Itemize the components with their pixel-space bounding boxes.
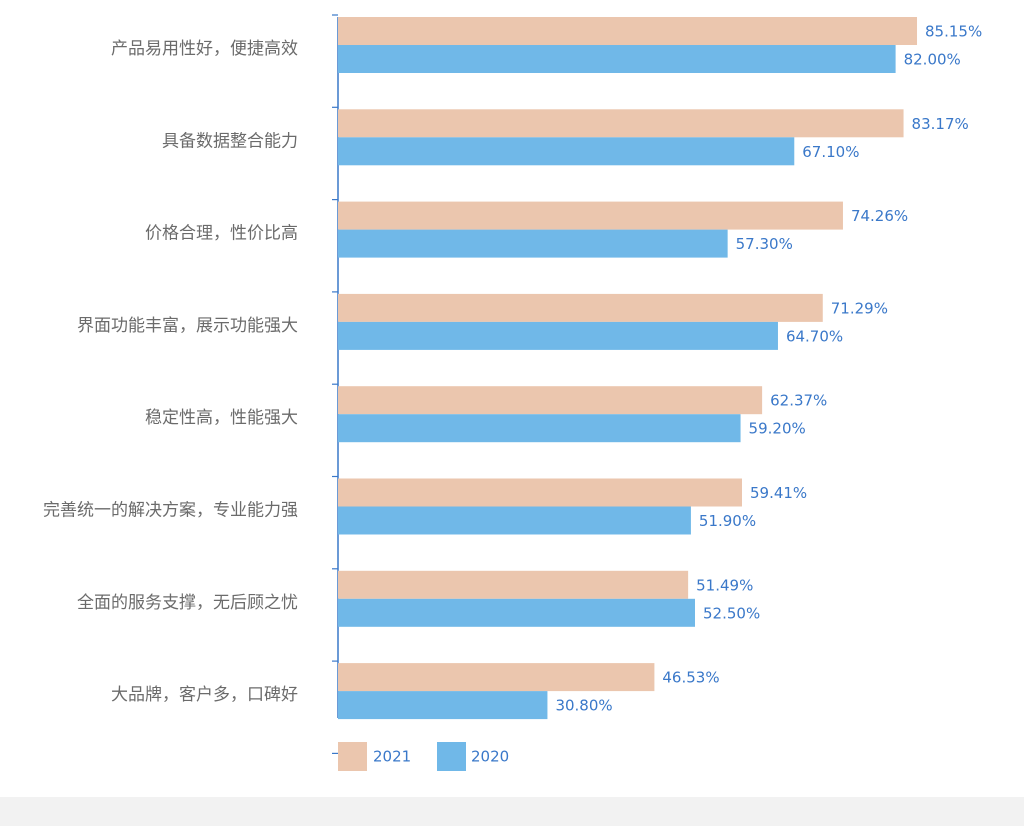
category-label: 大品牌，客户多，口碑好 xyxy=(111,685,298,705)
value-label: 59.20% xyxy=(749,420,806,438)
category-label: 界面功能丰富，展示功能强大 xyxy=(77,316,298,336)
legend-swatch-2020 xyxy=(437,742,466,771)
bar-2020 xyxy=(338,414,741,443)
bar-2021 xyxy=(338,109,904,138)
value-label: 64.70% xyxy=(786,327,843,345)
value-label: 67.10% xyxy=(802,143,859,161)
value-label: 30.80% xyxy=(555,697,612,715)
bar-2020 xyxy=(338,229,728,258)
value-label: 83.17% xyxy=(912,115,969,133)
value-label: 74.26% xyxy=(851,207,908,225)
value-label: 51.90% xyxy=(699,512,756,530)
bar-2021 xyxy=(338,570,689,599)
labels-layer: 产品易用性好，便捷高效 85.15% 82.00% 具备数据整合能力 83.17% 67.… xyxy=(43,23,982,715)
bar-2021 xyxy=(338,478,742,507)
bar-2020 xyxy=(338,321,778,350)
bar-2020 xyxy=(338,45,896,73)
axis-layer xyxy=(332,14,339,755)
bar-2021 xyxy=(338,663,655,692)
bar-2020 xyxy=(338,137,795,166)
legend-label: 2021 xyxy=(373,748,411,766)
value-label: 46.53% xyxy=(662,669,719,687)
bar-2021 xyxy=(338,201,843,230)
legend: 2021 2020 xyxy=(338,742,509,771)
category-label: 价格合理，性价比高 xyxy=(145,224,298,244)
category-label: 具备数据整合能力 xyxy=(162,131,298,151)
value-label: 57.30% xyxy=(736,235,793,253)
category-label: 稳定性高，性能强大 xyxy=(145,408,298,428)
caption-band xyxy=(0,797,1024,826)
value-label: 52.50% xyxy=(703,604,760,622)
bars-layer xyxy=(338,17,918,720)
legend-swatch-2021 xyxy=(338,742,367,771)
category-label: 产品易用性好，便捷高效 xyxy=(111,39,298,59)
legend-label: 2020 xyxy=(471,748,509,766)
bar-chart: 产品易用性好，便捷高效 85.15% 82.00% 具备数据整合能力 83.17% 67.… xyxy=(43,14,982,771)
value-label: 71.29% xyxy=(831,299,888,317)
bar-2021 xyxy=(338,386,763,415)
bar-2021 xyxy=(338,293,823,322)
value-label: 62.37% xyxy=(770,392,827,410)
category-label: 完善统一的解决方案，专业能力强 xyxy=(43,501,298,521)
value-label: 51.49% xyxy=(696,576,753,594)
value-label: 59.41% xyxy=(750,484,807,502)
bar-2021 xyxy=(338,17,918,45)
value-label: 82.00% xyxy=(904,51,961,69)
category-label: 全面的服务支撑，无后顾之忧 xyxy=(77,593,298,613)
bar-2020 xyxy=(338,598,695,627)
bar-2020 xyxy=(338,691,548,720)
bar-2020 xyxy=(338,506,691,535)
value-label: 85.15% xyxy=(925,23,982,41)
